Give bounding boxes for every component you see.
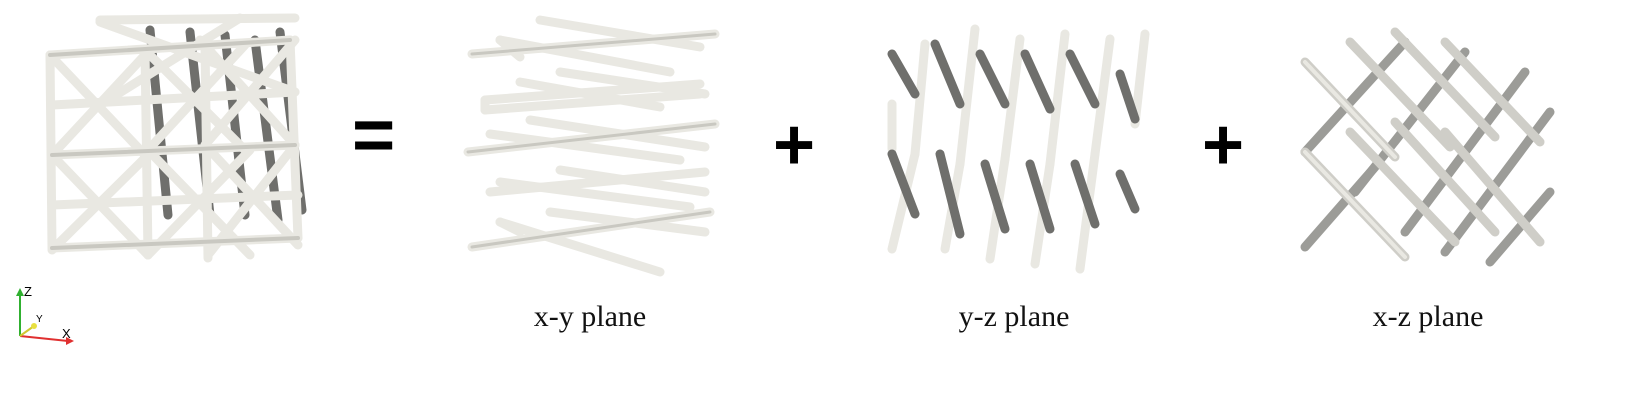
plus-sign-1: + — [773, 105, 816, 185]
xz-plane-panel — [1295, 12, 1565, 277]
yz-plane-image — [887, 24, 1150, 274]
plus-sign-2: + — [1202, 105, 1245, 185]
axis-label-z: Z — [24, 284, 32, 299]
xy-plane-panel — [460, 12, 720, 277]
xz-plane-image — [1300, 27, 1555, 267]
axes-triad: Z Y X — [14, 284, 84, 358]
full-lattice-panel — [40, 10, 320, 280]
axis-label-y: Y — [36, 314, 43, 325]
caption-xz-plane: x-z plane — [1372, 300, 1484, 333]
xy-plane-image — [463, 15, 720, 277]
equals-sign: = — [352, 93, 396, 176]
full-lattice-image — [45, 13, 307, 263]
yz-plane-panel — [880, 14, 1160, 279]
axis-label-x: X — [62, 326, 71, 341]
axes-triad-graphic — [16, 288, 74, 345]
caption-yz-plane: y-z plane — [958, 300, 1070, 333]
caption-xy-plane: x-y plane — [533, 300, 647, 333]
